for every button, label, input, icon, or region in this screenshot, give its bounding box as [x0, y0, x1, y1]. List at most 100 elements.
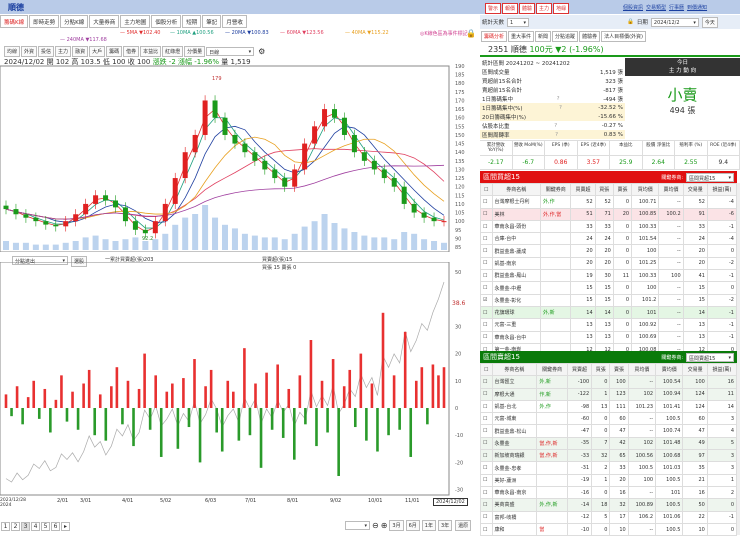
row-checkbox[interactable]: ☑ — [481, 294, 493, 306]
restore-button[interactable]: 還原 — [455, 520, 471, 531]
help-icon[interactable]: ? — [554, 123, 557, 129]
range-button[interactable]: 3年 — [438, 520, 452, 531]
quick-button[interactable]: 體驗 — [519, 3, 535, 14]
row-checkbox[interactable]: ☐ — [481, 400, 493, 412]
tab-7[interactable]: 筆記 — [202, 15, 221, 28]
row-checkbox[interactable]: ☐ — [481, 282, 493, 294]
row-checkbox[interactable]: ☐ — [481, 270, 493, 282]
column-header[interactable]: 賣均價 — [656, 364, 683, 376]
row-checkbox[interactable]: ☐ — [481, 257, 493, 269]
column-header[interactable]: 賣張 — [610, 364, 628, 376]
range-button[interactable]: 3月 — [389, 520, 403, 531]
row-checkbox[interactable]: ☐ — [481, 523, 493, 535]
tab-1[interactable]: 即時走勢 — [29, 15, 59, 28]
row-checkbox[interactable]: ☐ — [481, 196, 493, 208]
tab-0[interactable]: 籌碼K線 — [0, 15, 28, 28]
quick-link[interactable]: 行事曆 — [669, 5, 684, 11]
row-checkbox[interactable]: ☐ — [481, 413, 493, 425]
today-button[interactable]: 今天 — [702, 17, 718, 28]
period-select[interactable]: 日線 — [206, 47, 254, 56]
zoom-select[interactable] — [345, 521, 370, 530]
page-button[interactable]: 1 — [1, 522, 10, 531]
column-header[interactable]: 買張 — [592, 364, 610, 376]
toolbar-button[interactable]: 融資 — [72, 46, 88, 57]
row-checkbox[interactable]: ☐ — [481, 511, 493, 523]
column-header[interactable]: 買均價 — [628, 364, 655, 376]
toolbar-button[interactable]: 大戶 — [89, 46, 105, 57]
column-header[interactable]: 券商名稱 — [492, 364, 537, 376]
tab-2[interactable]: 分點K線 — [60, 15, 88, 28]
column-header[interactable]: 交易量 — [683, 184, 707, 196]
help-icon[interactable]: ? — [559, 105, 562, 111]
page-button[interactable]: 2 — [11, 522, 20, 531]
toolbar-button[interactable]: 籌碼 — [106, 46, 122, 57]
tab-4[interactable]: 主力地圖 — [120, 15, 150, 28]
zoom-out-icon[interactable]: ⊖ — [372, 521, 379, 530]
column-header[interactable]: 關鍵券商 — [541, 184, 571, 196]
tab-3[interactable]: 大量券商 — [89, 15, 119, 28]
row-checkbox[interactable]: ☐ — [481, 208, 493, 220]
column-header[interactable]: 賣均價 — [659, 184, 683, 196]
column-header[interactable]: 買賣超 — [571, 184, 595, 196]
toolbar-button[interactable]: 主力 — [55, 46, 71, 57]
days-select[interactable]: 1 — [507, 18, 529, 27]
date-picker[interactable]: 2024/12/2 — [651, 18, 699, 27]
toolbar-button[interactable]: 借券 — [123, 46, 139, 57]
row-checkbox[interactable]: ☐ — [481, 220, 493, 232]
column-header[interactable]: 交易量 — [683, 364, 707, 376]
page-button[interactable]: 3 — [21, 522, 30, 531]
column-header[interactable]: 券商名稱 — [492, 184, 541, 196]
gear-icon[interactable]: ⚙ — [258, 47, 265, 56]
quick-link[interactable]: 個股資訊 — [623, 5, 643, 11]
row-checkbox[interactable]: ☐ — [481, 499, 493, 511]
tab-8[interactable]: 月營收 — [222, 15, 247, 28]
row-checkbox[interactable]: ☐ — [481, 245, 493, 257]
select-all-checkbox[interactable]: ☐ — [481, 364, 493, 376]
column-header[interactable]: 關鍵券商 — [537, 364, 567, 376]
column-header[interactable]: 賣張 — [613, 184, 631, 196]
row-checkbox[interactable]: ☐ — [481, 437, 493, 449]
row-checkbox[interactable]: ☐ — [481, 450, 493, 462]
lock-icon[interactable]: 🔒 — [466, 29, 476, 38]
price-chart[interactable]: 8590951001051101151201251301351401451501… — [0, 60, 480, 252]
quick-button[interactable]: 主力 — [536, 3, 552, 14]
quick-button[interactable]: 報價 — [502, 3, 518, 14]
row-checkbox[interactable]: ☐ — [481, 306, 493, 318]
toolbar-button[interactable]: 紅綠燈 — [162, 46, 183, 57]
column-header[interactable]: 買賣超 — [567, 364, 591, 376]
toolbar-button[interactable]: 投信 — [38, 46, 54, 57]
toolbar-button[interactable]: 分價量 — [184, 46, 205, 57]
select-all-checkbox[interactable]: ☐ — [481, 184, 493, 196]
help-icon[interactable]: ? — [555, 132, 558, 138]
range-button[interactable]: 6月 — [406, 520, 420, 531]
range-button[interactable]: 1年 — [422, 520, 436, 531]
help-icon[interactable]: ? — [557, 96, 560, 102]
row-checkbox[interactable]: ☐ — [481, 388, 493, 400]
row-checkbox[interactable]: ☐ — [481, 462, 493, 474]
column-header[interactable]: 買張 — [595, 184, 613, 196]
buy-select[interactable]: 區間買超15 — [686, 173, 734, 182]
row-checkbox[interactable]: ☐ — [481, 376, 493, 388]
row-checkbox[interactable]: ☐ — [481, 233, 493, 245]
tab-6[interactable]: 短期 — [182, 15, 201, 28]
